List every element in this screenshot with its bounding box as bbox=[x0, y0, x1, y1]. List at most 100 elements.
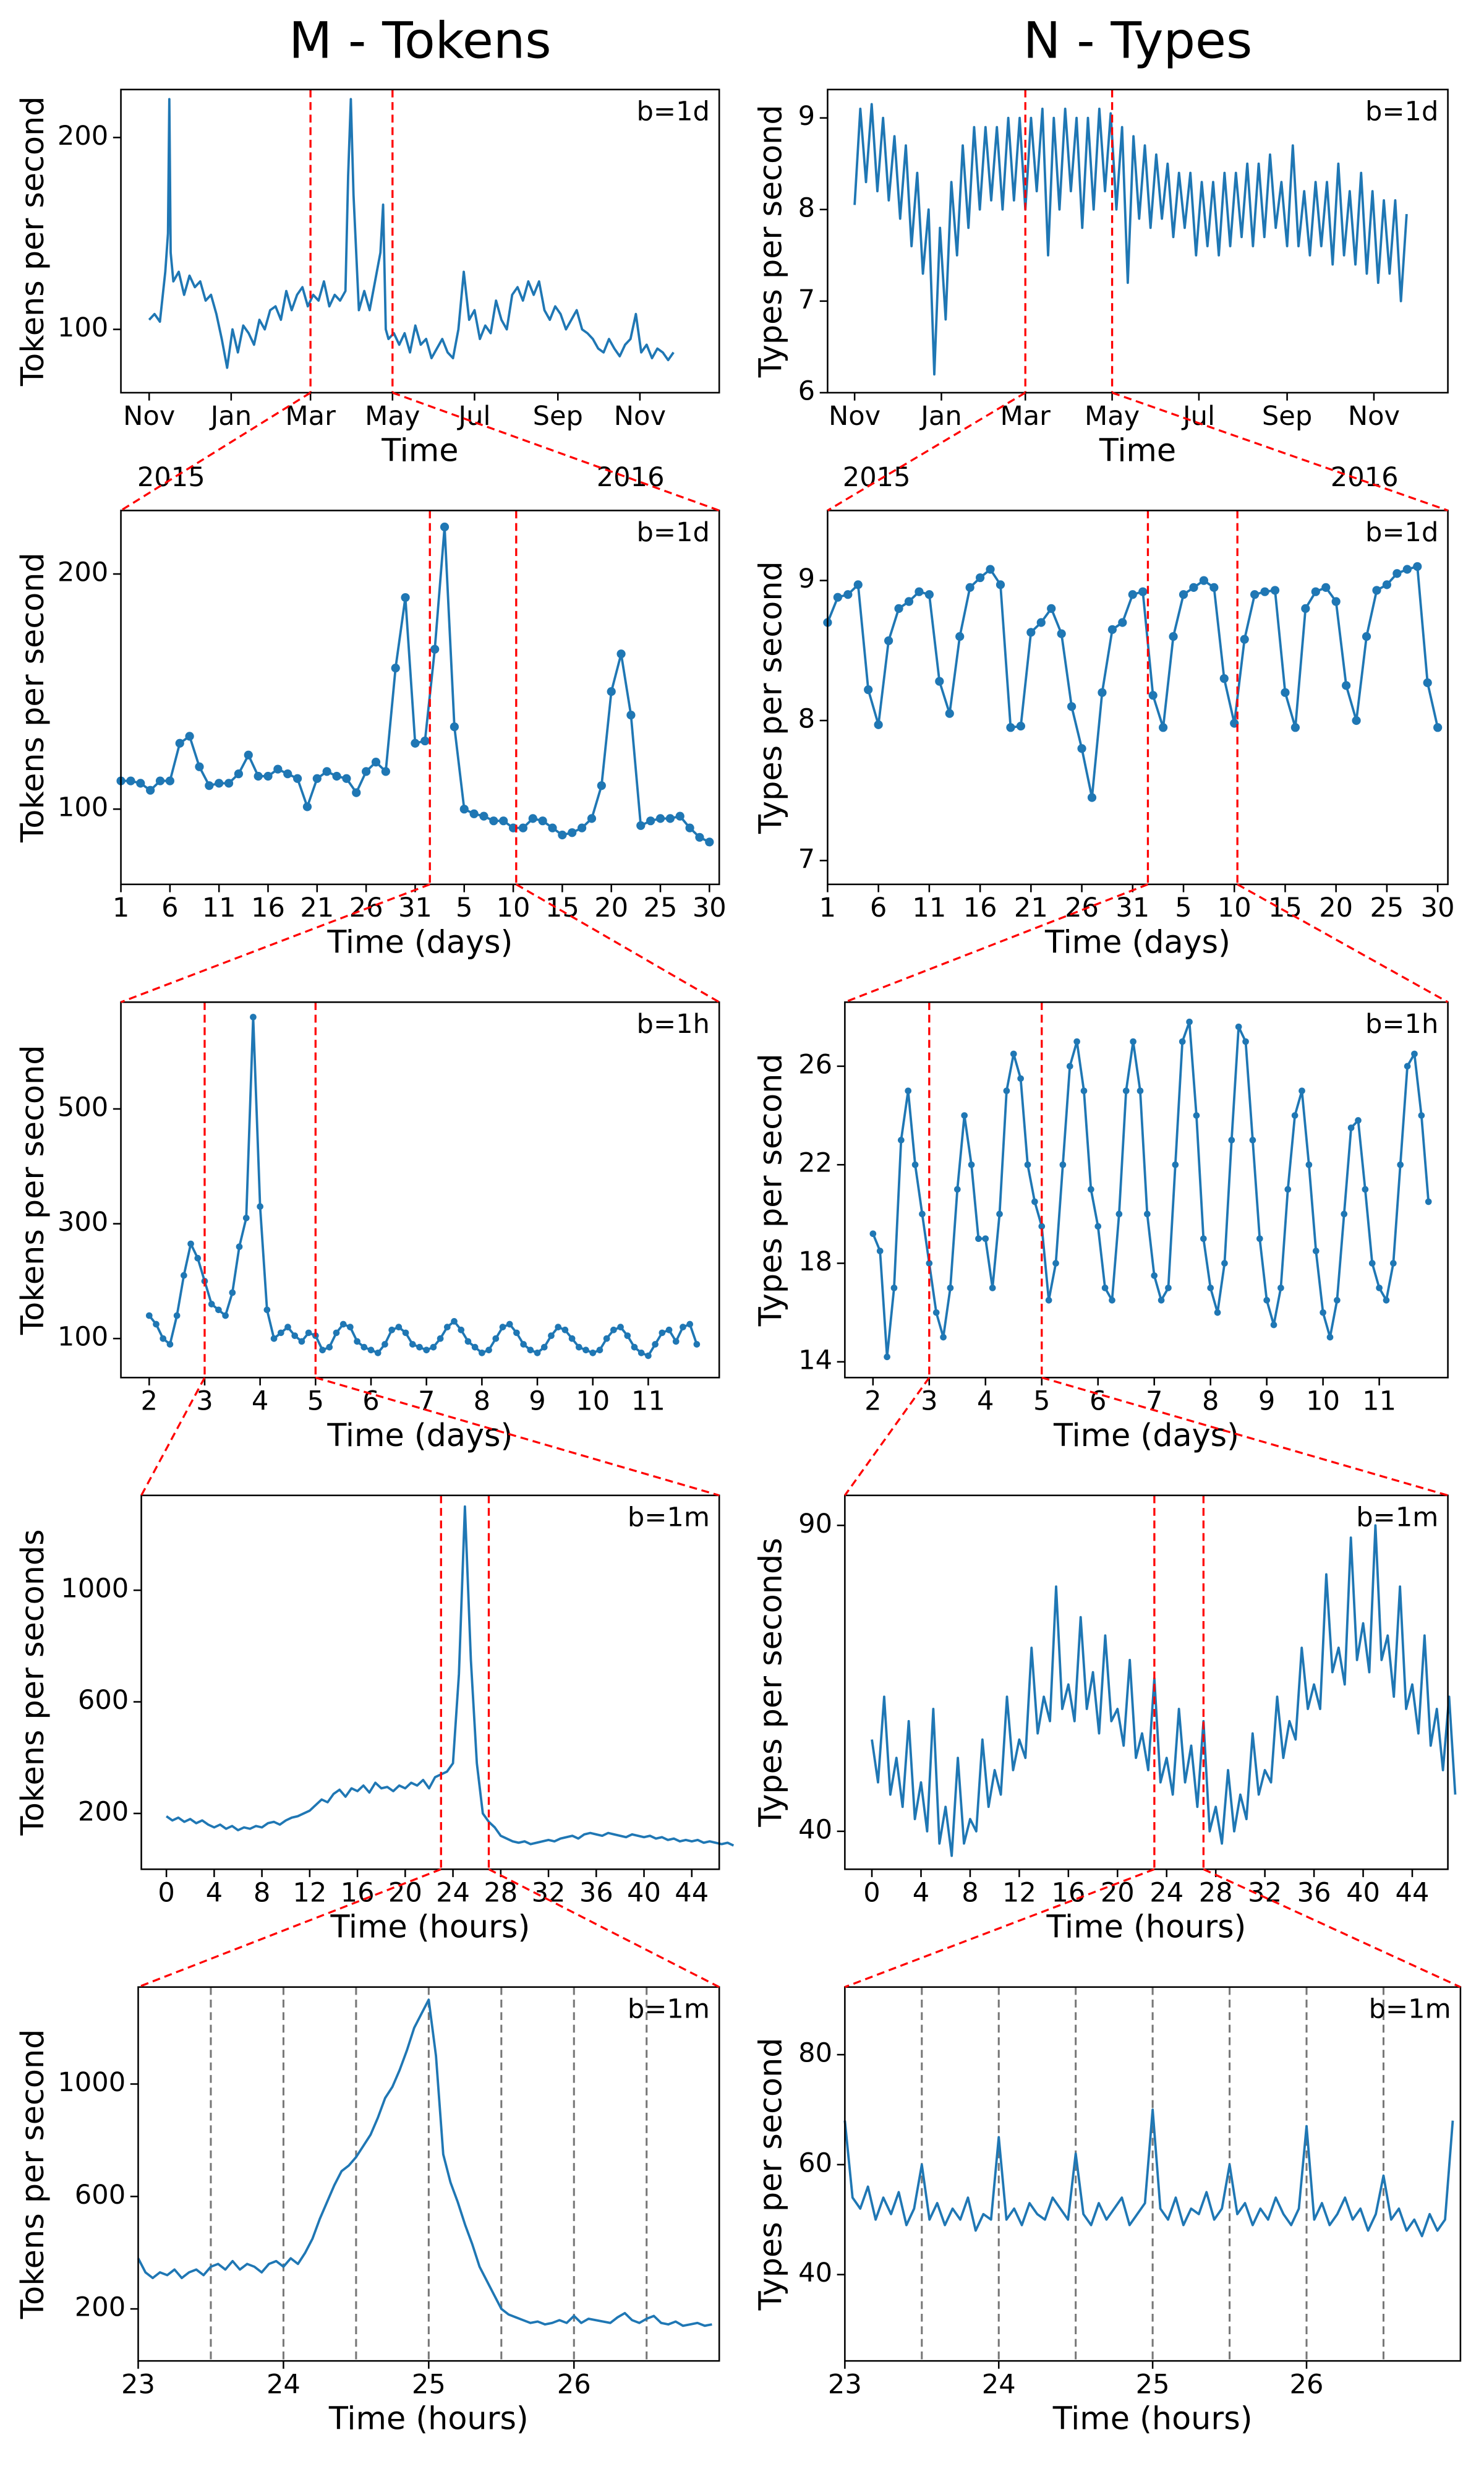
zoom-connector bbox=[488, 1868, 720, 1988]
data-point bbox=[1270, 586, 1280, 595]
data-point bbox=[175, 738, 184, 748]
x-tick-label: 36 bbox=[579, 1877, 613, 1908]
bin-annotation: b=1h bbox=[637, 1009, 710, 1040]
y-tick-label: 500 bbox=[58, 1092, 108, 1123]
data-point bbox=[146, 785, 155, 795]
y-tick-label: 200 bbox=[58, 121, 108, 152]
data-point bbox=[1372, 586, 1381, 595]
data-point bbox=[451, 1318, 458, 1325]
x-axis-label: Time (days) bbox=[1053, 1417, 1239, 1453]
y-axis-label: Tokens per second bbox=[14, 1045, 51, 1335]
y-axis-label: Tokens per second bbox=[14, 2029, 51, 2320]
y-tick-label: 9 bbox=[798, 101, 815, 132]
data-point bbox=[680, 1324, 686, 1330]
column-title: M - Tokens bbox=[289, 12, 552, 71]
data-point bbox=[126, 776, 135, 785]
data-point bbox=[520, 1341, 527, 1348]
data-point bbox=[652, 1341, 659, 1348]
data-point bbox=[894, 604, 903, 613]
data-point bbox=[926, 1260, 933, 1267]
data-point bbox=[561, 1326, 569, 1333]
data-point bbox=[1249, 1137, 1256, 1144]
data-point bbox=[575, 1343, 582, 1351]
data-point bbox=[1036, 618, 1046, 627]
x-tick-label: 31 bbox=[398, 892, 432, 923]
data-point bbox=[597, 781, 606, 790]
data-point bbox=[1413, 562, 1422, 571]
data-point bbox=[322, 767, 331, 776]
x-tick-label: 16 bbox=[963, 892, 997, 923]
data-point bbox=[911, 1161, 919, 1168]
data-point bbox=[244, 750, 253, 760]
x-tick-label: 8 bbox=[962, 1877, 978, 1908]
data-point bbox=[1031, 1198, 1038, 1205]
data-point bbox=[548, 823, 557, 833]
data-point bbox=[1067, 702, 1077, 711]
data-point bbox=[263, 771, 273, 781]
zoom-connector bbox=[1041, 1376, 1449, 1497]
bin-annotation: b=1m bbox=[1369, 1993, 1451, 2024]
x-tick-label: Nov bbox=[1348, 401, 1400, 432]
bin-annotation: b=1d bbox=[1365, 96, 1438, 127]
data-point bbox=[540, 1343, 548, 1351]
y-axis-label: Tokens per second bbox=[14, 96, 51, 387]
data-point bbox=[1397, 1161, 1404, 1168]
data-point bbox=[568, 1335, 576, 1342]
data-point bbox=[236, 1243, 243, 1251]
data-point bbox=[1199, 576, 1209, 585]
data-point bbox=[528, 814, 537, 823]
x-axis-label: Time bbox=[1099, 432, 1176, 468]
data-point bbox=[1284, 1186, 1292, 1193]
data-point bbox=[638, 1350, 645, 1356]
y-tick-label: 100 bbox=[58, 312, 108, 343]
data-point bbox=[843, 590, 853, 599]
data-point bbox=[955, 632, 965, 641]
data-point bbox=[333, 1329, 340, 1337]
data-point bbox=[975, 573, 985, 583]
data-point bbox=[1347, 1124, 1355, 1131]
x-tick-label: 44 bbox=[1396, 1877, 1430, 1908]
bin-annotation: b=1m bbox=[628, 1502, 710, 1533]
data-point bbox=[1101, 1284, 1109, 1291]
x-tick-label: 16 bbox=[341, 1877, 375, 1908]
data-point bbox=[665, 1326, 673, 1333]
data-point bbox=[1057, 629, 1066, 638]
data-point bbox=[1159, 723, 1168, 732]
zoom-connector bbox=[140, 1377, 206, 1496]
data-point bbox=[354, 1338, 360, 1345]
data-point bbox=[945, 709, 954, 718]
data-point bbox=[458, 1326, 465, 1333]
data-point bbox=[864, 685, 873, 695]
data-point bbox=[1165, 1284, 1172, 1291]
data-point bbox=[1207, 1284, 1214, 1291]
y-tick-label: 8 bbox=[798, 703, 815, 734]
data-point bbox=[401, 593, 410, 602]
data-point bbox=[940, 1333, 947, 1341]
data-point bbox=[548, 1332, 555, 1339]
zoom-connector bbox=[844, 883, 1149, 1003]
data-point bbox=[1235, 1023, 1242, 1030]
data-point bbox=[263, 1306, 271, 1314]
data-point bbox=[1003, 1087, 1010, 1095]
data-point bbox=[153, 1320, 160, 1328]
y-tick-label: 1000 bbox=[58, 2067, 126, 2098]
data-point bbox=[145, 1312, 153, 1319]
data-point bbox=[932, 1309, 940, 1316]
year-label: 2015 bbox=[137, 462, 205, 493]
zoom-connector bbox=[120, 883, 430, 1003]
data-point bbox=[464, 1338, 472, 1345]
data-point bbox=[440, 522, 450, 532]
data-point bbox=[527, 1346, 534, 1354]
x-tick-label: Sep bbox=[1262, 401, 1312, 432]
x-tick-label: 30 bbox=[693, 892, 727, 923]
y-tick-label: 600 bbox=[75, 2180, 126, 2211]
data-point bbox=[1291, 1112, 1298, 1119]
data-point bbox=[381, 767, 390, 776]
x-tick-label: 9 bbox=[529, 1385, 545, 1416]
data-point bbox=[853, 580, 863, 589]
x-tick-label: Sep bbox=[533, 401, 583, 432]
plot-frame bbox=[137, 1986, 720, 2362]
data-point bbox=[443, 1324, 451, 1330]
data-point bbox=[499, 816, 508, 826]
